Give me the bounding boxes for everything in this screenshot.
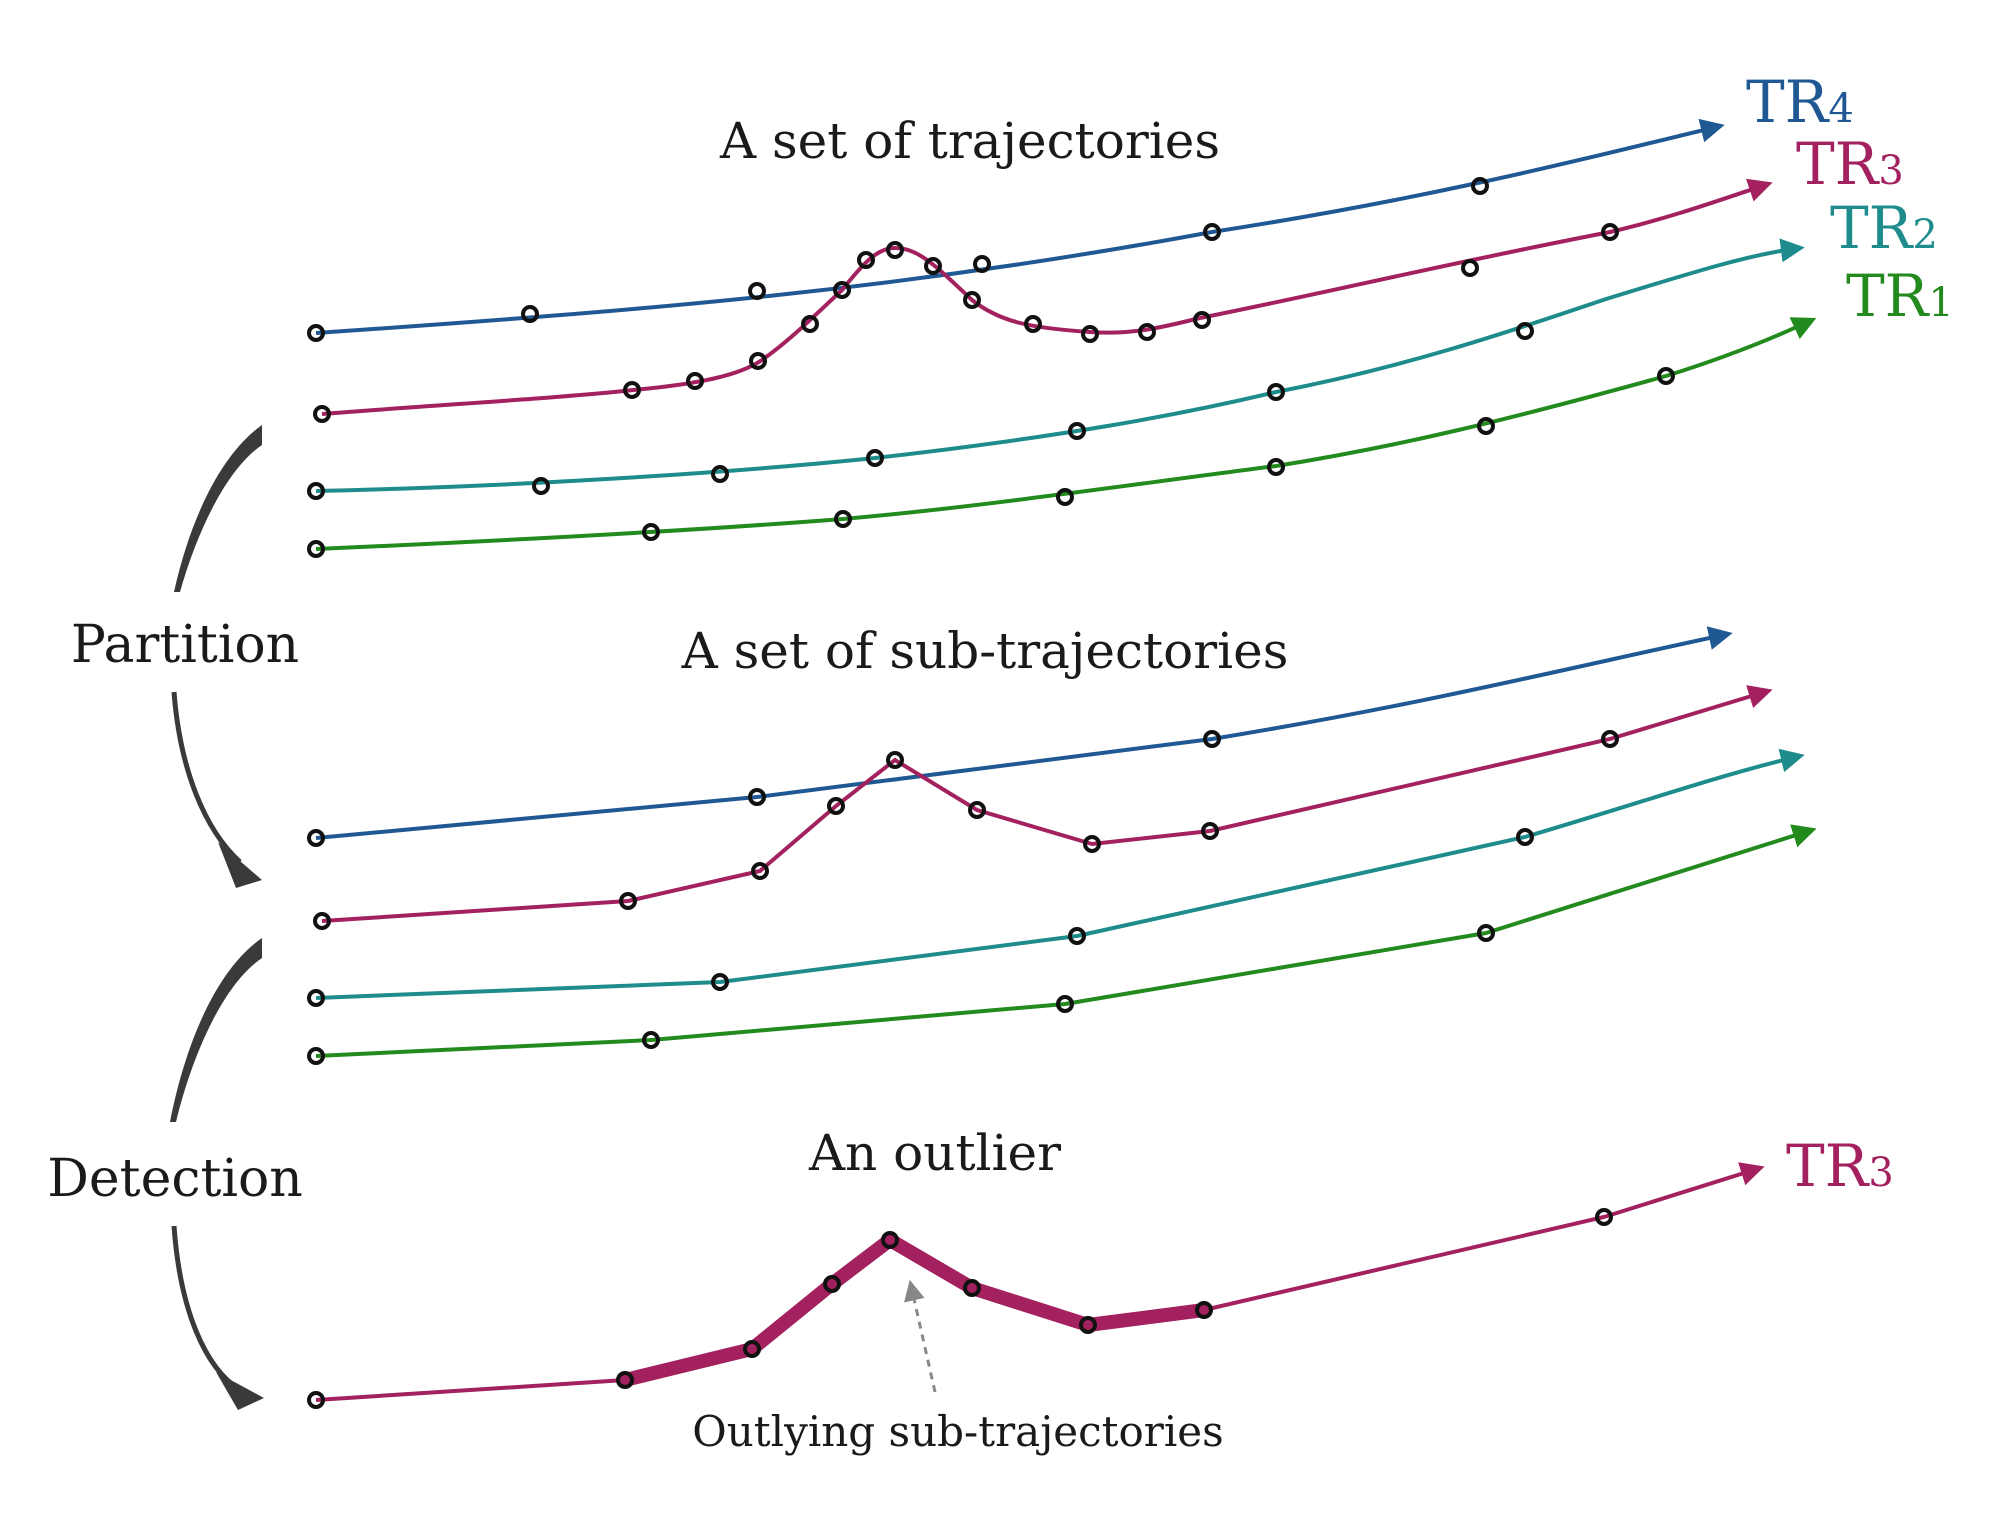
sub-tr1-line <box>315 824 1817 1058</box>
tr3-points <box>313 223 1619 423</box>
partition-arrow-head <box>218 842 262 888</box>
detection-arrow-bottom <box>171 1225 242 1393</box>
sub-tr1-points <box>307 924 1495 1065</box>
outlier-tr3-points <box>307 1208 1613 1409</box>
tr2-line <box>315 238 1805 493</box>
tr4-line <box>315 118 1725 335</box>
sub-tr2-line <box>315 748 1805 1000</box>
partition-step: Partition <box>71 425 299 888</box>
panel-sub-trajectories: A set of sub-trajectories <box>307 622 1817 1065</box>
partition-label: Partition <box>71 615 299 675</box>
sub-tr4-line <box>315 626 1733 840</box>
sub-tr4-points <box>307 730 1221 847</box>
detection-label: Detection <box>47 1149 303 1209</box>
partition-arrow-top <box>174 425 262 592</box>
label-tr3: TR3 <box>1796 130 1904 198</box>
detection-arrow-head <box>216 1372 264 1410</box>
tr3-line-tail <box>1199 178 1773 320</box>
outlier-tr3-line <box>315 1162 1765 1402</box>
panel-title-trajectories: A set of trajectories <box>719 112 1220 170</box>
outlying-segment-1 <box>618 1342 759 1387</box>
panel-trajectories: A set of trajectories <box>307 68 1954 558</box>
panel-title-outlier: An outlier <box>808 1124 1061 1182</box>
detection-step: Detection <box>47 938 303 1410</box>
label-tr4: TR4 <box>1746 68 1854 136</box>
sub-tr3-line <box>321 685 1773 923</box>
label-tr1: TR1 <box>1846 262 1954 330</box>
tr3-line <box>321 245 1201 416</box>
outlying-segment-2 <box>745 1233 1211 1356</box>
label-tr2: TR2 <box>1830 194 1938 262</box>
sub-tr2-points <box>307 828 1534 1007</box>
panel-title-sub-trajectories: A set of sub-trajectories <box>681 622 1289 680</box>
outlying-note: Outlying sub-trajectories <box>692 1407 1223 1456</box>
sub-tr3-points <box>313 730 1619 930</box>
partition-arrow-bottom <box>171 691 242 864</box>
detection-arrow-top <box>170 938 262 1122</box>
label-outlier-tr3: TR3 <box>1786 1132 1894 1200</box>
tr1-line <box>315 317 1817 551</box>
panel-outlier: An outlier TR3 Outlying sub-trajectories <box>307 1124 1894 1456</box>
outlying-pointer-arrow <box>904 1279 937 1393</box>
tr1-points <box>307 367 1675 558</box>
tr2-points <box>307 322 1534 500</box>
tr4-points <box>307 177 1489 342</box>
